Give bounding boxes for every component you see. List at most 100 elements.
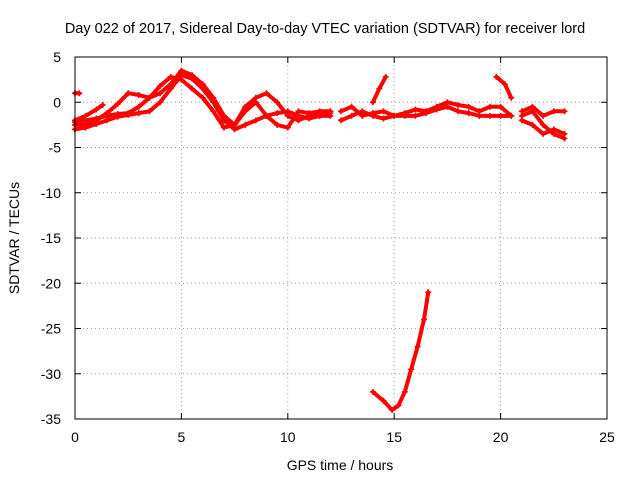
- data-point: [380, 397, 387, 404]
- data-point: [252, 117, 259, 124]
- data-point: [157, 82, 164, 89]
- data-point: [167, 73, 174, 80]
- data-point: [412, 112, 419, 119]
- data-point: [518, 108, 525, 115]
- data-point: [135, 92, 142, 99]
- data-point: [455, 101, 462, 108]
- data-point: [274, 99, 281, 106]
- y-tick-label: -15: [41, 230, 61, 246]
- data-point: [529, 121, 536, 128]
- data-point: [529, 103, 536, 110]
- data-point: [433, 106, 440, 113]
- data-point: [114, 101, 121, 108]
- data-point: [199, 81, 206, 88]
- data-point: [420, 316, 427, 323]
- data-point: [412, 106, 419, 113]
- data-point: [252, 99, 259, 106]
- data-point: [99, 101, 106, 108]
- data-point: [348, 112, 355, 119]
- data-point: [220, 124, 227, 131]
- data-point: [540, 112, 547, 119]
- data-point: [274, 110, 281, 117]
- data-point: [274, 121, 281, 128]
- data-point: [540, 121, 547, 128]
- data-point: [561, 130, 568, 137]
- data-point: [231, 121, 238, 128]
- data-point: [263, 90, 270, 97]
- data-point: [425, 289, 432, 296]
- y-tick-label: -20: [41, 275, 61, 291]
- data-point: [135, 110, 142, 117]
- data-points: [72, 67, 568, 413]
- data-point: [465, 103, 472, 110]
- data-point: [550, 126, 557, 133]
- data-series: [338, 103, 515, 124]
- data-point: [157, 90, 164, 97]
- data-point: [242, 121, 249, 128]
- data-point: [76, 90, 83, 97]
- y-tick-label: -35: [41, 411, 61, 427]
- y-tick-label: -5: [49, 140, 62, 156]
- data-point: [391, 112, 398, 119]
- data-point: [497, 103, 504, 110]
- data-point: [501, 81, 508, 88]
- x-tick-label: 10: [280, 429, 296, 445]
- data-point: [338, 117, 344, 124]
- data-point: [561, 108, 568, 115]
- y-tick-label: 0: [53, 94, 61, 110]
- data-point: [369, 112, 376, 119]
- data-point: [338, 108, 344, 115]
- data-point: [376, 85, 383, 92]
- data-point: [263, 112, 270, 119]
- data-point: [327, 108, 334, 115]
- data-series: [518, 103, 568, 119]
- data-point: [348, 103, 355, 110]
- data-point: [508, 94, 515, 101]
- data-point: [125, 90, 132, 97]
- chart-title: Day 022 of 2017, Sidereal Day-to-day VTE…: [65, 21, 585, 37]
- data-point: [455, 108, 462, 115]
- data-point: [497, 112, 504, 119]
- data-point: [178, 67, 185, 74]
- data-point: [389, 406, 396, 413]
- data-point: [382, 73, 389, 80]
- data-point: [103, 112, 110, 119]
- data-point: [114, 111, 121, 118]
- data-point: [210, 94, 217, 101]
- data-point: [486, 103, 493, 110]
- data-point: [380, 115, 387, 122]
- data-point: [157, 99, 164, 106]
- data-point: [210, 108, 217, 115]
- data-series: [72, 73, 334, 131]
- data-point: [369, 99, 376, 106]
- data-point: [508, 112, 515, 119]
- data-series: [518, 117, 568, 137]
- data-point: [199, 94, 206, 101]
- data-point: [401, 388, 408, 395]
- y-tick-label: -25: [41, 321, 61, 337]
- y-tick-label: -30: [41, 366, 61, 382]
- data-point: [401, 112, 408, 119]
- data-point: [486, 112, 493, 119]
- data-point: [93, 115, 100, 122]
- x-tick-label: 15: [386, 429, 402, 445]
- data-point: [423, 110, 430, 117]
- data-point: [220, 112, 227, 119]
- data-point: [316, 108, 323, 115]
- data-point: [125, 110, 132, 117]
- data-point: [284, 112, 291, 119]
- x-tick-label: 0: [71, 429, 79, 445]
- y-tick-label: 5: [53, 49, 61, 65]
- data-point: [408, 366, 415, 373]
- y-tick-label: -10: [41, 185, 61, 201]
- y-axis-label: SDTVAR / TECUs: [6, 182, 22, 294]
- data-point: [540, 130, 547, 137]
- data-point: [189, 85, 196, 92]
- data-point: [518, 117, 525, 124]
- data-point: [465, 110, 472, 117]
- data-point: [306, 110, 313, 117]
- data-point: [93, 106, 100, 113]
- data-point: [295, 108, 302, 115]
